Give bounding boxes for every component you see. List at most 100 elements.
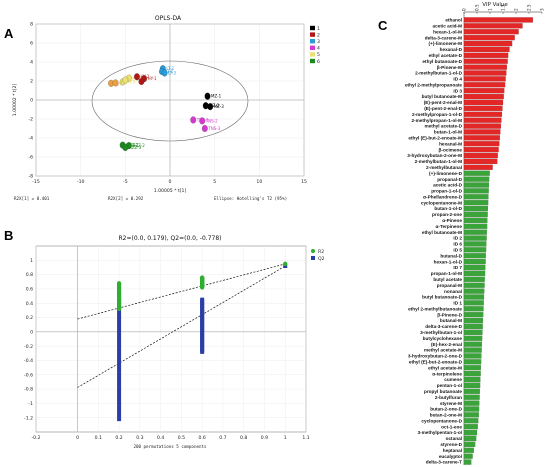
legend-swatch — [310, 58, 315, 64]
y-tick-label: 0.6 — [26, 287, 33, 293]
y-tick-label: -0.8 — [24, 387, 33, 393]
vip-category-label: octanal — [446, 436, 462, 441]
legend-label: 4 — [317, 46, 320, 52]
vip-category-label: heptanal — [443, 448, 462, 453]
vip-bar — [463, 129, 501, 135]
vip-bar — [463, 259, 486, 265]
panel-c-vip-bar-chart: C VIP Value 0 0.5 1 1.5 2 2.5 3 ethanolacetic … — [378, 2, 545, 465]
q2-point — [117, 413, 122, 418]
q2-point — [117, 358, 122, 363]
vip-bar — [463, 76, 506, 82]
q2-point — [117, 365, 122, 370]
score-point — [112, 79, 119, 87]
x-tick-label: 0 — [169, 179, 172, 185]
q2-point — [117, 406, 122, 411]
vip-bar — [463, 105, 503, 111]
point-label: LT-1 — [165, 69, 173, 74]
vip-category-label: propyl butanoate — [424, 389, 462, 394]
vip-bar — [463, 23, 523, 29]
vip-bar — [463, 453, 473, 459]
r2-point — [200, 275, 205, 280]
vip-category-label: delta-3-carene-D — [425, 324, 462, 329]
legend-marker-r2 — [311, 249, 315, 253]
vip-bar — [463, 406, 480, 412]
vip-category-label: propan-2-one — [432, 212, 462, 217]
q2-point — [117, 395, 122, 400]
vip-category-label: 2-methylpropan-1-ol-D — [412, 112, 463, 117]
vip-bar — [463, 288, 485, 294]
vip-bar — [463, 323, 483, 330]
vip-category-label: ID 3 — [453, 88, 462, 93]
x-tick-label: 1.5 — [501, 4, 506, 11]
x-tick-label: 0.4 — [157, 435, 164, 441]
x-tick-label: 15 — [301, 179, 307, 185]
q2-point — [117, 402, 122, 407]
vip-bar — [463, 341, 483, 347]
q2-point — [117, 321, 122, 326]
x-tick-label: 3 — [540, 8, 545, 11]
q2-point — [117, 354, 122, 359]
vip-bar — [463, 270, 486, 277]
y-tick-label: 8 — [30, 22, 33, 28]
vip-bar — [463, 400, 480, 406]
vip-bar — [463, 235, 487, 241]
q2-point — [117, 313, 122, 318]
x-tick-label: 10 — [256, 179, 262, 185]
q2-point — [117, 324, 122, 329]
vip-category-label: propanal-M — [437, 283, 462, 288]
x-tick-label: 0.8 — [240, 435, 247, 441]
y-tick-label: 0 — [30, 329, 33, 335]
y-tick-label: 0.2 — [26, 315, 33, 321]
y-tick-label: -1 — [28, 401, 33, 407]
x-tick-label: -10 — [77, 179, 85, 185]
vip-bar — [463, 35, 515, 41]
q2-point — [117, 398, 122, 403]
vip-bar — [463, 223, 488, 229]
vip-bar — [463, 382, 481, 389]
vip-category-label: β-ocimene — [439, 147, 463, 152]
x-tick-label: 2 — [514, 8, 519, 11]
axes: -15 -10 -5 0 5 10 15 8 6 4 2 0 -2 -4 -6 -8 — [28, 22, 307, 185]
vip-category-label: 2-methylbutanal — [426, 165, 462, 170]
vip-bar — [463, 353, 482, 359]
vip-bar — [463, 335, 483, 341]
vip-category-label: β-Pinene-M — [437, 65, 462, 70]
score-point — [207, 103, 214, 111]
x-tick-label: 0.7 — [219, 435, 226, 441]
vip-bar — [463, 376, 481, 383]
vip-bar — [463, 229, 487, 235]
vip-bar — [463, 300, 484, 306]
vip-category-label: cyclopentanone-D — [421, 418, 462, 423]
point-label: HZZ-2 — [132, 143, 145, 148]
vip-bar — [463, 182, 490, 188]
legend-swatch — [310, 52, 315, 57]
x-tick-label: 0.9 — [261, 435, 268, 441]
q2-point — [117, 417, 122, 422]
vip-category-label: oct-1-ene — [441, 424, 462, 429]
y-tick-label: -4 — [28, 136, 33, 142]
vip-category-label: hexan-1-ol-M — [433, 29, 462, 34]
vip-bar — [463, 329, 483, 335]
point-label: HZZ-1 — [126, 143, 139, 148]
vip-bar — [463, 176, 490, 182]
r2-original-point — [283, 261, 288, 267]
vip-category-label: 3-hydroxybutan-2-one-M — [407, 153, 462, 158]
vip-bar — [463, 418, 479, 424]
x-tick-label: 0.5 — [178, 435, 185, 441]
vip-bar — [463, 17, 533, 23]
q2-point — [117, 380, 122, 385]
vip-bar — [463, 276, 485, 282]
q2-point — [117, 347, 122, 352]
vip-bar — [463, 371, 481, 377]
score-point — [190, 116, 197, 124]
vip-bar — [463, 82, 506, 88]
legend-label: 6 — [317, 59, 320, 65]
legend-swatch — [310, 45, 315, 50]
vip-category-label: butan-1-ol-D — [434, 206, 462, 211]
vip-category-label: ID 6 — [453, 242, 462, 247]
axes: -0.2 0 0.1 0.2 0.3 0.4 0.5 0.6 0.7 0.8 0.9 1 1.1 1 0.8… — [24, 246, 310, 441]
vip-bar — [463, 70, 507, 76]
vip-category-label: ethyl butanoate-M — [422, 230, 462, 235]
vip-category-label: methyl acetate-M — [424, 348, 462, 353]
